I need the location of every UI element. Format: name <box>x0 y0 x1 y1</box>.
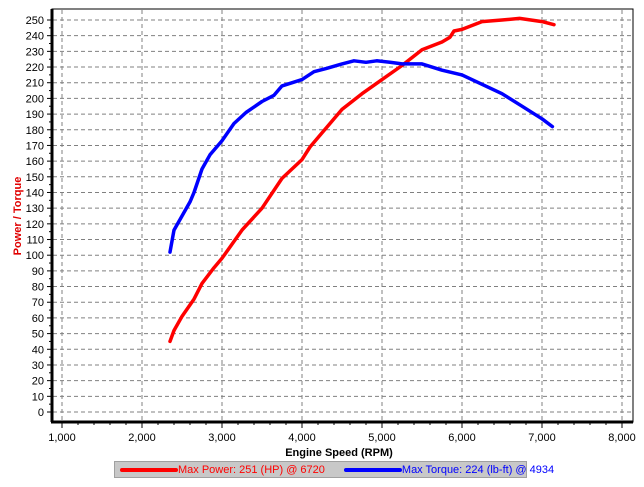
power-curve <box>168 16 556 344</box>
y-tick-label: 80 <box>32 282 44 294</box>
x-tick-label: 5,000 <box>368 432 396 444</box>
y-tick-label: 150 <box>26 172 44 184</box>
y-tick-label: 60 <box>32 313 44 325</box>
legend-label-torque: Max Torque: 224 (lb-ft) @ 4934 <box>401 463 555 476</box>
y-tick-label: 190 <box>26 109 44 121</box>
torque-curve <box>168 59 555 254</box>
x-tick-label: 2,000 <box>128 432 156 444</box>
x-tick-label: 6,000 <box>448 432 476 444</box>
y-tick-label: 180 <box>26 125 44 137</box>
x-tick-label: 3,000 <box>208 432 236 444</box>
legend-item-power: Max Power: 251 (HP) @ 6720 <box>120 464 325 476</box>
x-tick-label: 1,000 <box>48 432 76 444</box>
torque-line-swatch-icon <box>343 467 402 472</box>
y-axis-ticks: 0 10 20 30 40 50 60 70 80 90 100 110 120 130 140 150 160… <box>26 15 52 419</box>
legend-item-torque: Max Torque: 224 (lb-ft) @ 4934 <box>343 463 555 476</box>
y-tick-label: 50 <box>32 329 44 341</box>
grid-lines <box>53 10 633 421</box>
chart-legend: Max Power: 251 (HP) @ 6720 Max Torque: 2… <box>114 461 554 478</box>
x-axis-title: Engine Speed (RPM) <box>285 447 393 459</box>
y-tick-label: 170 <box>26 140 44 152</box>
y-tick-label: 70 <box>32 297 44 309</box>
plot-frame <box>51 8 634 423</box>
y-tick-label: 220 <box>26 62 44 74</box>
x-tick-label: 7,000 <box>528 432 556 444</box>
power-line-swatch-icon <box>120 467 178 472</box>
data-series <box>168 16 556 344</box>
y-tick-label: 200 <box>26 93 44 105</box>
y-tick-label: 250 <box>26 15 44 27</box>
x-tick-label: 8,000 <box>608 432 636 444</box>
y-tick-label: 210 <box>26 78 44 90</box>
y-tick-label: 10 <box>32 391 44 403</box>
y-tick-label: 230 <box>26 46 44 58</box>
y-tick-label: 30 <box>32 360 44 372</box>
x-axis-ticks: 1,000 2,000 3,000 4,000 5,000 6,000 7,000 8,000 <box>48 422 636 444</box>
y-axis-title: Power / Torque <box>12 177 24 256</box>
y-tick-label: 140 <box>26 187 44 199</box>
legend-label-power: Max Power: 251 (HP) @ 6720 <box>178 463 325 476</box>
y-tick-label: 0 <box>38 407 44 419</box>
y-tick-label: 240 <box>26 31 44 43</box>
axes <box>50 9 633 424</box>
y-tick-label: 130 <box>26 203 44 215</box>
y-tick-label: 120 <box>26 219 44 231</box>
y-tick-label: 110 <box>26 235 44 247</box>
y-tick-label: 160 <box>26 156 44 168</box>
y-tick-label: 90 <box>32 266 44 278</box>
x-tick-label: 4,000 <box>288 432 316 444</box>
y-tick-label: 100 <box>26 250 44 262</box>
y-tick-label: 40 <box>32 344 44 356</box>
y-tick-label: 20 <box>32 376 44 388</box>
